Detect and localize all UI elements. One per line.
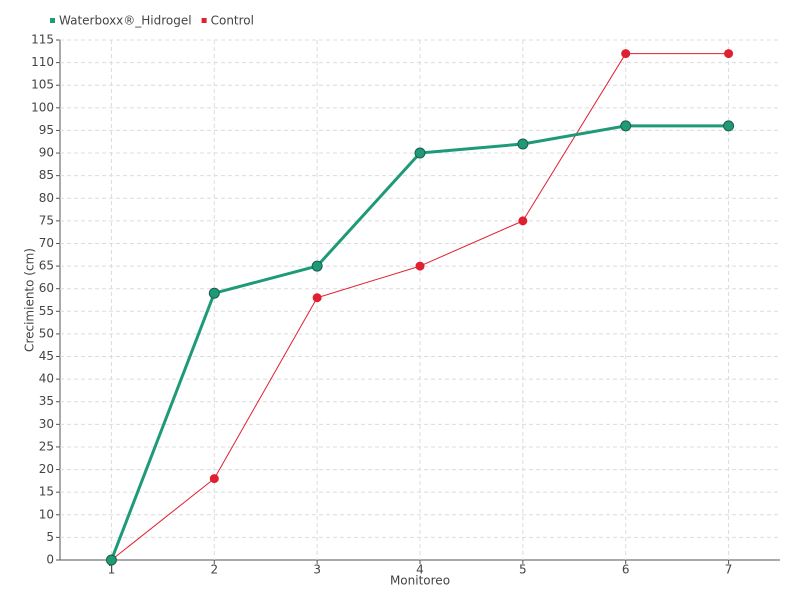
y-tick-label: 65 xyxy=(39,259,54,273)
y-tick-label: 60 xyxy=(39,281,54,295)
y-tick-label: 85 xyxy=(39,168,54,182)
y-tick-label: 55 xyxy=(39,304,54,318)
x-tick-label: 5 xyxy=(519,563,527,577)
data-point xyxy=(415,261,425,271)
y-axis-title: Crecimiento (cm) xyxy=(23,248,37,352)
y-tick-label: 35 xyxy=(39,394,54,408)
y-tick-label: 70 xyxy=(39,236,54,250)
y-tick-label: 80 xyxy=(39,191,54,205)
y-tick-label: 5 xyxy=(46,530,54,544)
y-tick-label: 30 xyxy=(39,417,54,431)
y-tick-label: 10 xyxy=(39,507,54,521)
y-tick-label: 20 xyxy=(39,462,54,476)
y-tick-label: 25 xyxy=(39,439,54,453)
x-tick-label: 3 xyxy=(313,563,321,577)
data-point xyxy=(621,49,631,59)
y-tick-label: 110 xyxy=(31,55,54,69)
y-tick-label: 75 xyxy=(39,213,54,227)
y-tick-label: 50 xyxy=(39,326,54,340)
y-tick-label: 95 xyxy=(39,123,54,137)
data-point xyxy=(414,147,426,159)
data-point xyxy=(208,287,220,299)
legend-label: Control xyxy=(211,14,254,28)
y-tick-label: 45 xyxy=(39,349,54,363)
data-point xyxy=(518,216,528,226)
x-tick-label: 6 xyxy=(622,563,630,577)
y-tick-label: 105 xyxy=(31,78,54,92)
data-point xyxy=(724,49,734,59)
data-point xyxy=(620,120,632,132)
y-tick-label: 115 xyxy=(31,33,54,47)
x-tick-label: 4 xyxy=(416,563,424,577)
legend-label: Waterboxx®_Hidrogel xyxy=(59,14,192,28)
y-tick-label: 0 xyxy=(46,553,54,567)
y-tick-label: 90 xyxy=(39,146,54,160)
data-point xyxy=(723,120,735,132)
data-point xyxy=(209,474,219,484)
y-tick-label: 40 xyxy=(39,372,54,386)
legend-marker xyxy=(201,18,207,23)
x-tick-label: 7 xyxy=(725,563,733,577)
data-point xyxy=(311,260,323,272)
x-tick-label: 2 xyxy=(210,563,218,577)
data-point xyxy=(105,554,117,566)
data-point xyxy=(517,138,529,150)
y-tick-label: 15 xyxy=(39,485,54,499)
x-tick-label: 1 xyxy=(108,563,116,577)
legend-marker xyxy=(50,18,55,23)
x-axis-title: Monitoreo xyxy=(390,574,450,588)
y-tick-label: 100 xyxy=(31,100,54,114)
data-point xyxy=(312,293,322,303)
